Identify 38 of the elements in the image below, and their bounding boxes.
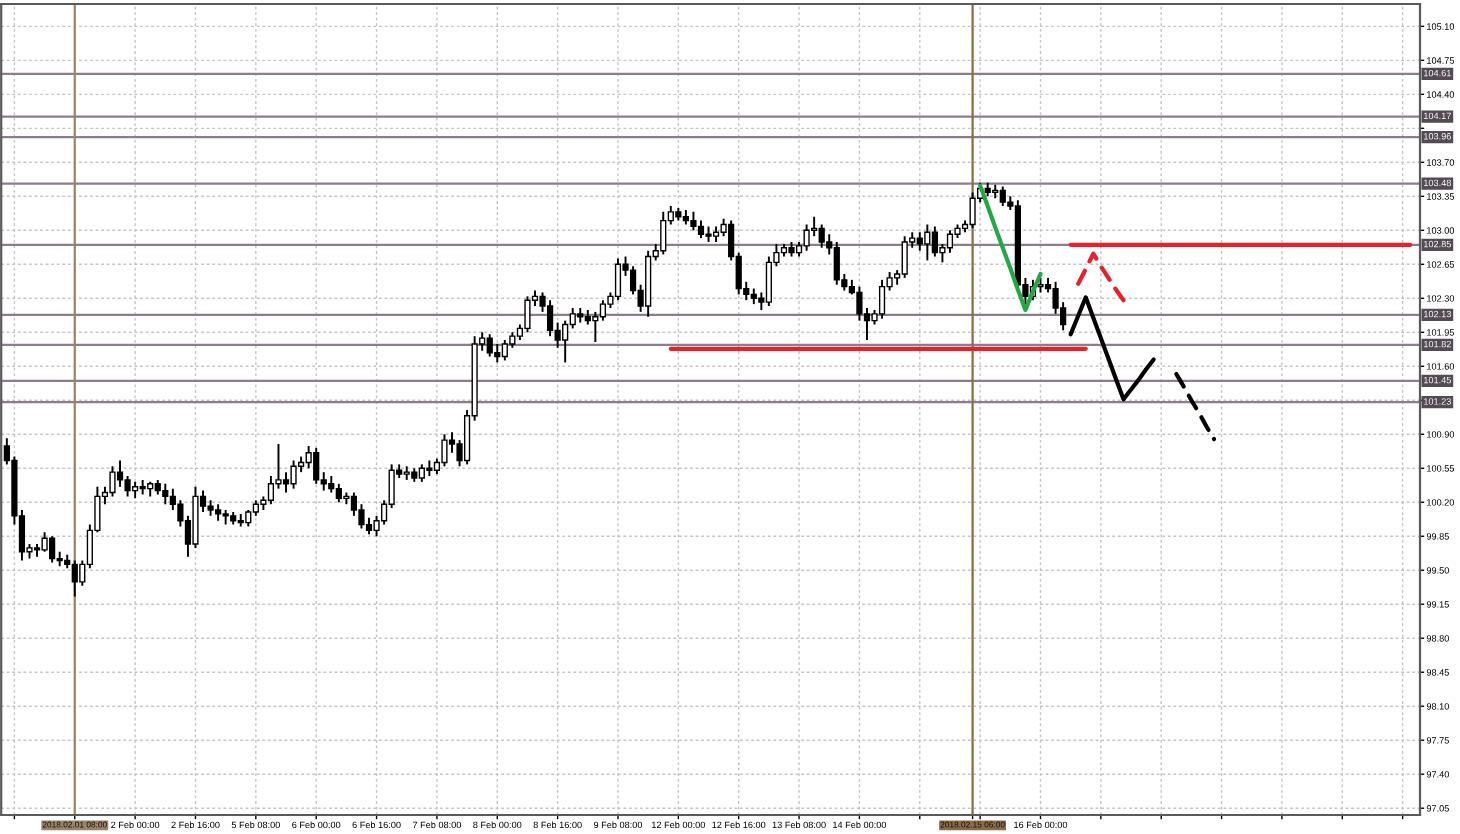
candlestick [690,210,697,232]
candlestick [109,465,116,498]
candlestick [562,319,569,364]
candlestick [660,210,667,256]
candlestick [818,223,825,249]
candlestick [599,299,607,322]
candlestick [924,223,931,262]
line-series [978,183,1043,313]
candlestick [116,459,124,488]
candlestick [916,231,923,252]
candlestick [592,310,599,343]
candlestick [901,235,908,279]
candlestick [486,333,493,358]
line-series [1174,371,1217,442]
candlestick [931,225,938,258]
line-series [1076,251,1126,303]
candlestick [614,257,622,302]
candlestick [441,433,448,468]
candlestick [290,459,297,490]
candlestick [524,295,531,334]
candlestick [501,339,508,362]
line-series [1068,295,1156,402]
candlestick [878,278,886,320]
candlestick [192,485,199,549]
candlestick [282,471,290,494]
candlestick [49,535,56,564]
candlestick [546,299,554,338]
candlestick [494,342,501,364]
candlestick [803,223,810,252]
candlestick [999,185,1006,207]
candlestick [71,559,78,598]
candlestick [162,482,169,506]
candlestick [41,531,48,553]
candlestick [833,240,840,286]
candlestick [335,482,342,504]
candlestick [313,446,320,485]
candlestick [946,229,954,254]
candlestick [969,191,976,230]
